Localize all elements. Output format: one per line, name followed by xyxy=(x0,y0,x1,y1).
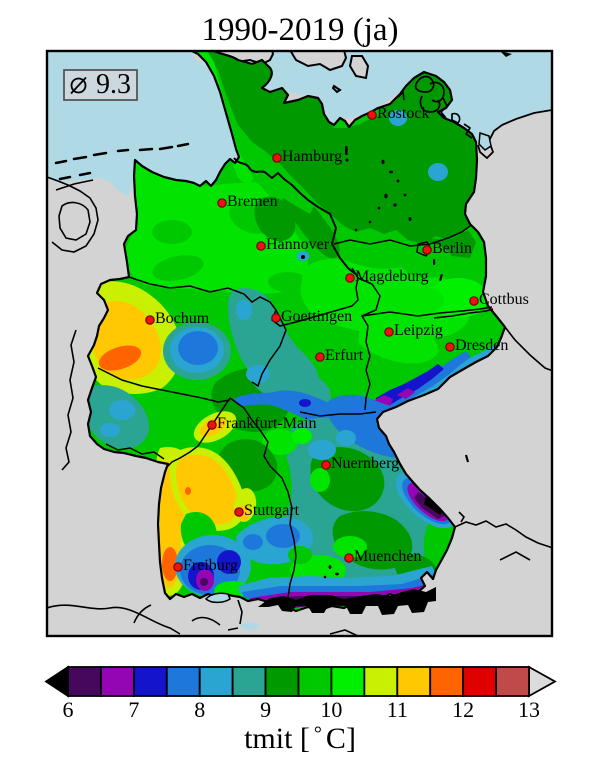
svg-text:Nuernberg: Nuernberg xyxy=(331,455,399,472)
svg-text:7: 7 xyxy=(128,697,139,722)
svg-text:Bremen: Bremen xyxy=(227,193,278,210)
svg-text:13: 13 xyxy=(518,697,540,722)
svg-text:Freiburg: Freiburg xyxy=(183,557,238,574)
svg-text:Berlin: Berlin xyxy=(432,240,472,257)
svg-text:Frankfurt-Main: Frankfurt-Main xyxy=(217,415,317,432)
svg-text:11: 11 xyxy=(387,697,408,722)
svg-text:Goettingen: Goettingen xyxy=(281,308,352,325)
svg-text:tmit [ ° C]: tmit [ ° C] xyxy=(244,722,356,755)
svg-text:1990-2019 (ja): 1990-2019 (ja) xyxy=(201,12,398,48)
svg-text:Hannover: Hannover xyxy=(266,236,330,253)
svg-text:6: 6 xyxy=(63,697,74,722)
svg-text:10: 10 xyxy=(320,697,342,722)
svg-text:Rostock: Rostock xyxy=(377,105,429,122)
svg-text:Erfurt: Erfurt xyxy=(325,347,364,364)
svg-text:Muenchen: Muenchen xyxy=(354,548,422,565)
svg-text:12: 12 xyxy=(452,697,474,722)
svg-text:Bochum: Bochum xyxy=(155,310,210,327)
svg-text:Hamburg: Hamburg xyxy=(282,148,342,165)
svg-text:9.3: 9.3 xyxy=(96,69,131,100)
svg-text:Magdeburg: Magdeburg xyxy=(355,268,428,285)
svg-text:8: 8 xyxy=(194,697,205,722)
svg-text:Dresden: Dresden xyxy=(455,337,508,354)
svg-text:Cottbus: Cottbus xyxy=(479,291,529,308)
svg-text:Leipzig: Leipzig xyxy=(394,322,443,339)
svg-text:Stuttgart: Stuttgart xyxy=(244,502,300,519)
svg-text:9: 9 xyxy=(260,697,271,722)
